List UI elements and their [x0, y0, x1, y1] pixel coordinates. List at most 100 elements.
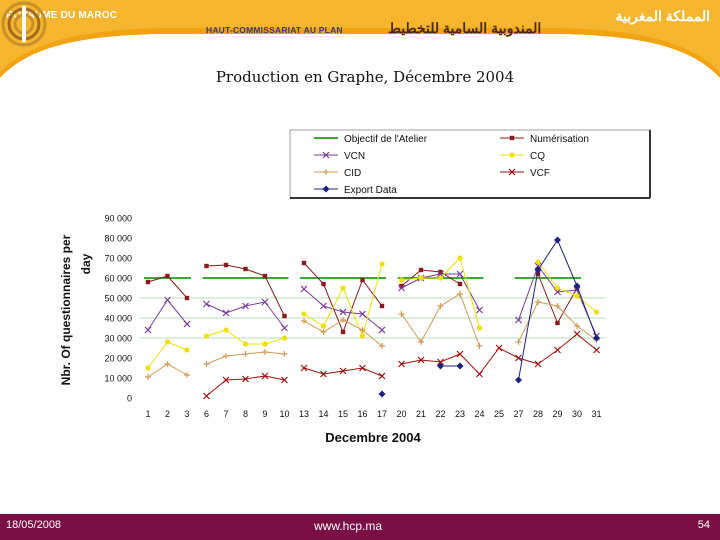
x-tick-label: 13	[299, 409, 309, 419]
data-point	[457, 291, 463, 297]
y-tick-label: 90 000	[104, 214, 132, 224]
data-point	[476, 370, 483, 378]
data-point	[534, 266, 542, 274]
data-point	[535, 271, 541, 277]
header-banner: ROYAUME DU MAROC المملكة المغربية HAUT-C…	[0, 0, 720, 78]
data-point	[340, 317, 346, 323]
data-point	[554, 236, 561, 244]
chart-gridlines	[140, 297, 606, 339]
data-point	[144, 326, 152, 334]
data-point	[398, 277, 405, 283]
data-point	[573, 282, 581, 290]
data-point	[398, 311, 405, 317]
series-line	[147, 299, 188, 331]
x-tick-label: 31	[591, 409, 601, 419]
kingdom-name-fr: ROYAUME DU MAROC	[6, 10, 118, 21]
data-point	[399, 283, 404, 289]
legend-marker	[509, 152, 515, 158]
data-point	[593, 334, 600, 342]
series-line	[518, 264, 597, 337]
x-tick-label: 22	[435, 409, 445, 419]
data-point	[262, 341, 268, 347]
data-point	[281, 324, 288, 332]
data-point	[476, 306, 483, 314]
data-point	[515, 354, 522, 362]
series-line	[401, 269, 461, 287]
legend-item: VCN	[314, 151, 365, 162]
data-point	[457, 281, 463, 287]
data-point	[437, 362, 444, 370]
data-point	[535, 299, 541, 305]
legend-marker	[322, 185, 330, 193]
data-point	[145, 365, 151, 371]
x-tick-label: 1	[145, 409, 150, 419]
kingdom-name-ar: المملكة المغربية	[615, 8, 710, 24]
data-point	[300, 364, 308, 372]
data-point	[456, 350, 464, 358]
data-point	[223, 262, 229, 268]
data-point	[476, 343, 483, 349]
legend-label: CQ	[530, 151, 545, 162]
data-point	[282, 313, 287, 319]
x-tick-label: 17	[377, 409, 387, 419]
x-tick-label: 29	[552, 409, 562, 419]
data-point	[281, 335, 288, 341]
data-point	[203, 361, 210, 367]
y-tick-label: 60 000	[104, 274, 132, 284]
series-line	[537, 273, 578, 325]
series-line	[401, 257, 480, 329]
x-tick-label: 23	[455, 409, 465, 419]
data-point	[301, 311, 307, 317]
y-tick-label: 30 000	[104, 334, 132, 344]
y-tick-label: 0	[127, 394, 132, 404]
data-point	[184, 347, 190, 353]
data-point	[555, 320, 560, 326]
data-point	[203, 333, 210, 339]
series-line	[303, 367, 383, 377]
data-point	[145, 279, 151, 285]
data-point	[204, 263, 209, 269]
data-point	[379, 261, 385, 267]
y-tick-label: 50 000	[104, 294, 132, 304]
data-point	[340, 329, 346, 335]
data-point	[437, 358, 444, 366]
legend-label: Numérisation	[530, 134, 589, 145]
data-point	[320, 302, 327, 310]
data-point	[515, 339, 522, 345]
series-export-data	[378, 236, 600, 398]
data-point	[418, 275, 424, 281]
x-tick-label: 3	[184, 409, 189, 419]
series-line	[147, 275, 188, 299]
data-point	[360, 277, 365, 283]
page-title: Production en Graphe, Décembre 2004	[215, 68, 515, 86]
x-tick-label: 28	[533, 409, 543, 419]
data-point	[554, 303, 561, 309]
footer-url-link[interactable]: www.hcp.ma	[314, 519, 383, 533]
x-tick-label: 2	[165, 409, 170, 419]
data-point	[573, 330, 581, 338]
data-point	[457, 255, 463, 261]
data-point	[300, 285, 308, 293]
legend-marker	[323, 169, 329, 175]
x-tick-label: 21	[416, 409, 426, 419]
production-chart: Objectif de l'Atelier Numérisation VCN CQ CI…	[59, 129, 651, 445]
series-vcn	[144, 262, 600, 340]
data-point	[398, 284, 405, 292]
legend-label: Export Data	[344, 185, 397, 196]
data-point	[417, 356, 425, 364]
data-point	[242, 341, 249, 347]
data-point	[378, 390, 386, 398]
series-line	[303, 263, 383, 338]
data-point	[164, 361, 171, 367]
y-axis-label: Nbr. Of questionnaires per day	[59, 234, 93, 385]
legend-marker	[509, 135, 515, 141]
data-point	[359, 327, 366, 333]
legend-item: Numérisation	[500, 134, 589, 145]
data-point	[418, 339, 424, 345]
data-point	[321, 281, 326, 287]
hcp-logo-icon	[1, 1, 47, 47]
data-point	[242, 375, 249, 383]
data-point	[515, 376, 522, 384]
legend-label: VCF	[530, 168, 550, 179]
data-point	[243, 266, 248, 272]
